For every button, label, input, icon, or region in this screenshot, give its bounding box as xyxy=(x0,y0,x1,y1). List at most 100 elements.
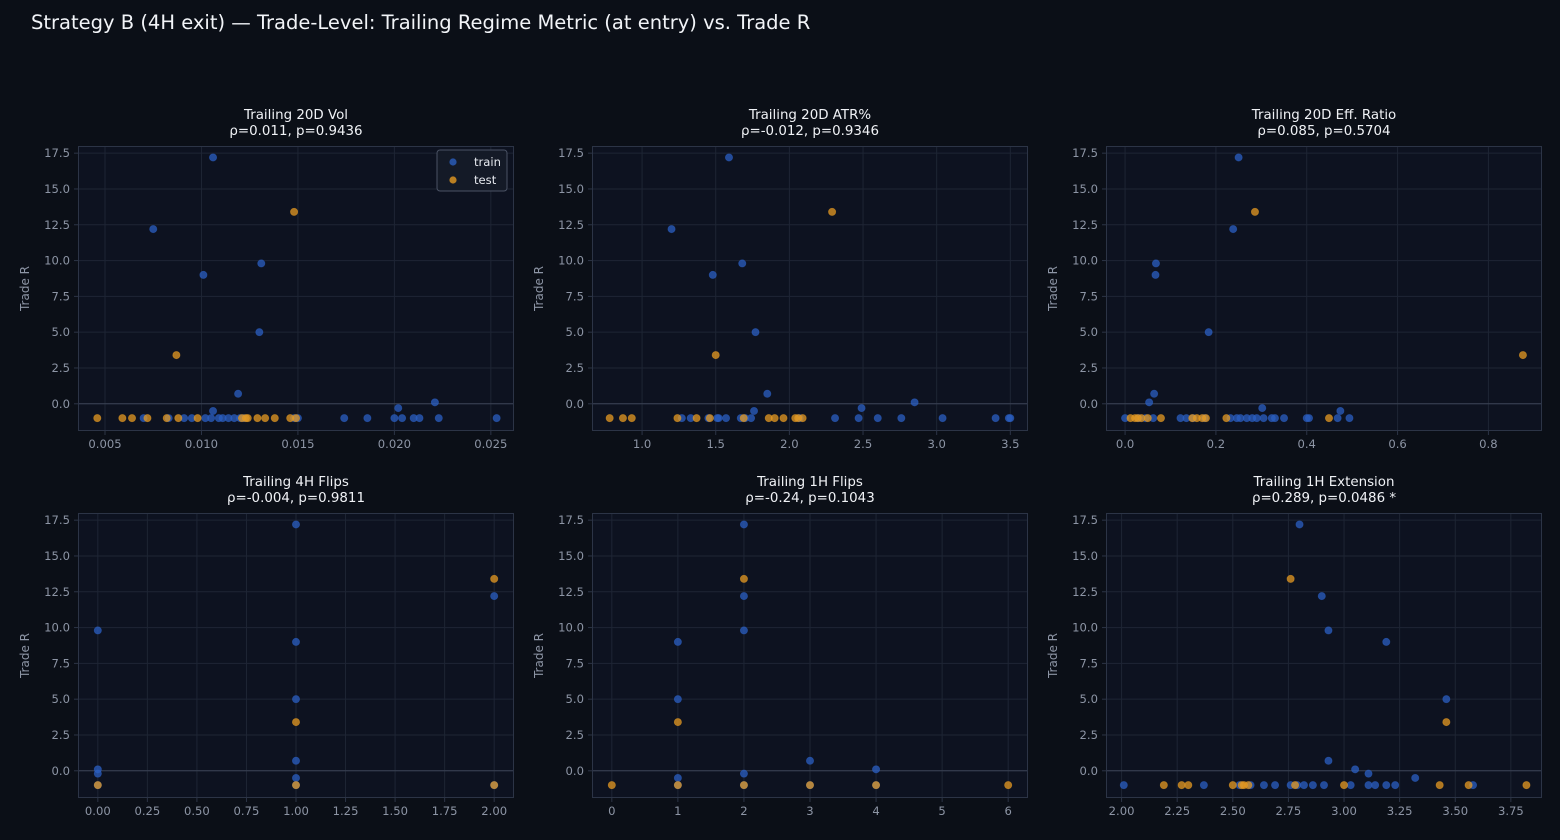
train-point xyxy=(390,414,399,423)
test-point xyxy=(253,414,262,423)
x-tick-label: 2.0 xyxy=(780,437,798,451)
train-point xyxy=(394,404,403,413)
x-tick-label: 1.0 xyxy=(633,437,651,451)
scatter-panel: 0.005 0.010 0.015 0.020 0.025 0.0 2.5 5.0 7.5 10.… xyxy=(18,108,514,451)
train-point xyxy=(938,414,947,423)
y-tick-label: 7.5 xyxy=(52,656,70,670)
x-tick-label: 0.8 xyxy=(1479,437,1497,451)
train-point xyxy=(831,414,840,423)
train-point xyxy=(1382,781,1391,790)
train-point xyxy=(673,695,682,704)
x-tick-label: 2.25 xyxy=(1164,804,1190,818)
y-tick-label: 10.0 xyxy=(1072,254,1098,268)
test-point xyxy=(291,414,300,423)
train-point xyxy=(1333,414,1342,423)
x-tick-label: 0.2 xyxy=(1207,437,1225,451)
train-point xyxy=(673,637,682,646)
y-tick-label: 0.0 xyxy=(566,397,584,411)
train-point xyxy=(363,414,372,423)
x-tick-label: 2.5 xyxy=(854,437,872,451)
y-axis-label: Trade R xyxy=(18,266,32,312)
plot-area xyxy=(78,146,514,431)
train-point xyxy=(1259,781,1268,790)
legend-train-marker xyxy=(449,158,457,166)
test-point xyxy=(673,414,682,423)
y-tick-label: 5.0 xyxy=(1080,692,1098,706)
train-point xyxy=(872,765,881,774)
legend-train-label: train xyxy=(474,155,501,169)
test-point xyxy=(673,781,682,790)
train-point xyxy=(708,270,717,279)
plot-frame xyxy=(592,513,1028,798)
train-point xyxy=(873,414,882,423)
train-point xyxy=(1234,153,1243,162)
test-point xyxy=(798,414,807,423)
y-tick-label: 12.5 xyxy=(558,585,584,599)
x-tick-label: 6 xyxy=(1004,804,1011,818)
train-point xyxy=(1006,414,1015,423)
legend-test-marker xyxy=(449,176,457,184)
y-tick-label: 15.0 xyxy=(558,549,584,563)
test-point xyxy=(291,718,300,727)
train-point xyxy=(257,259,266,268)
x-tick-label: 0.6 xyxy=(1388,437,1406,451)
y-tick-label: 2.5 xyxy=(52,728,70,742)
x-tick-label: 3.5 xyxy=(1001,437,1019,451)
train-point xyxy=(1364,769,1373,778)
plot-area xyxy=(592,146,1028,431)
plot-area xyxy=(1106,146,1542,431)
x-tick-label: 1 xyxy=(674,804,681,818)
x-tick-label: 5 xyxy=(938,804,945,818)
test-point xyxy=(1201,414,1210,423)
train-point xyxy=(149,225,158,234)
test-point xyxy=(162,414,171,423)
train-point xyxy=(751,328,760,337)
test-point xyxy=(711,351,720,360)
plot-frame xyxy=(78,513,514,798)
y-tick-label: 12.5 xyxy=(1072,585,1098,599)
test-point xyxy=(1159,781,1168,790)
y-tick-label: 0.0 xyxy=(1080,764,1098,778)
train-point xyxy=(1299,781,1308,790)
plot-frame xyxy=(1106,146,1542,431)
test-point xyxy=(1518,351,1527,360)
test-point xyxy=(1222,414,1231,423)
x-tick-label: 3.0 xyxy=(927,437,945,451)
y-axis-label: Trade R xyxy=(532,633,546,679)
train-point xyxy=(1305,414,1314,423)
train-point xyxy=(673,773,682,782)
test-point xyxy=(705,414,714,423)
test-point xyxy=(1177,781,1186,790)
y-tick-label: 7.5 xyxy=(566,656,584,670)
train-point xyxy=(1391,781,1400,790)
test-point xyxy=(1286,574,1295,583)
x-tick-label: 0.005 xyxy=(88,437,121,451)
train-point xyxy=(398,414,407,423)
train-point xyxy=(291,695,300,704)
train-point xyxy=(1259,414,1268,423)
test-point xyxy=(618,414,627,423)
y-tick-label: 2.5 xyxy=(566,728,584,742)
train-point xyxy=(1199,781,1208,790)
y-tick-label: 12.5 xyxy=(1072,218,1098,232)
test-point xyxy=(490,574,499,583)
y-tick-label: 5.0 xyxy=(566,325,584,339)
train-point xyxy=(1324,756,1333,765)
test-point xyxy=(1004,781,1013,790)
train-point xyxy=(991,414,1000,423)
x-tick-label: 3.00 xyxy=(1331,804,1357,818)
train-point xyxy=(750,406,759,415)
y-axis-label: Trade R xyxy=(1046,633,1060,679)
y-tick-label: 17.5 xyxy=(44,513,70,527)
train-point xyxy=(1320,781,1329,790)
y-tick-label: 15.0 xyxy=(558,182,584,196)
x-tick-label: 0.4 xyxy=(1298,437,1316,451)
test-point xyxy=(93,781,102,790)
test-point xyxy=(739,574,748,583)
x-tick-label: 0.010 xyxy=(185,437,218,451)
train-point xyxy=(739,769,748,778)
x-tick-label: 3.75 xyxy=(1498,804,1524,818)
x-tick-label: 1.25 xyxy=(333,804,359,818)
train-point xyxy=(207,414,216,423)
